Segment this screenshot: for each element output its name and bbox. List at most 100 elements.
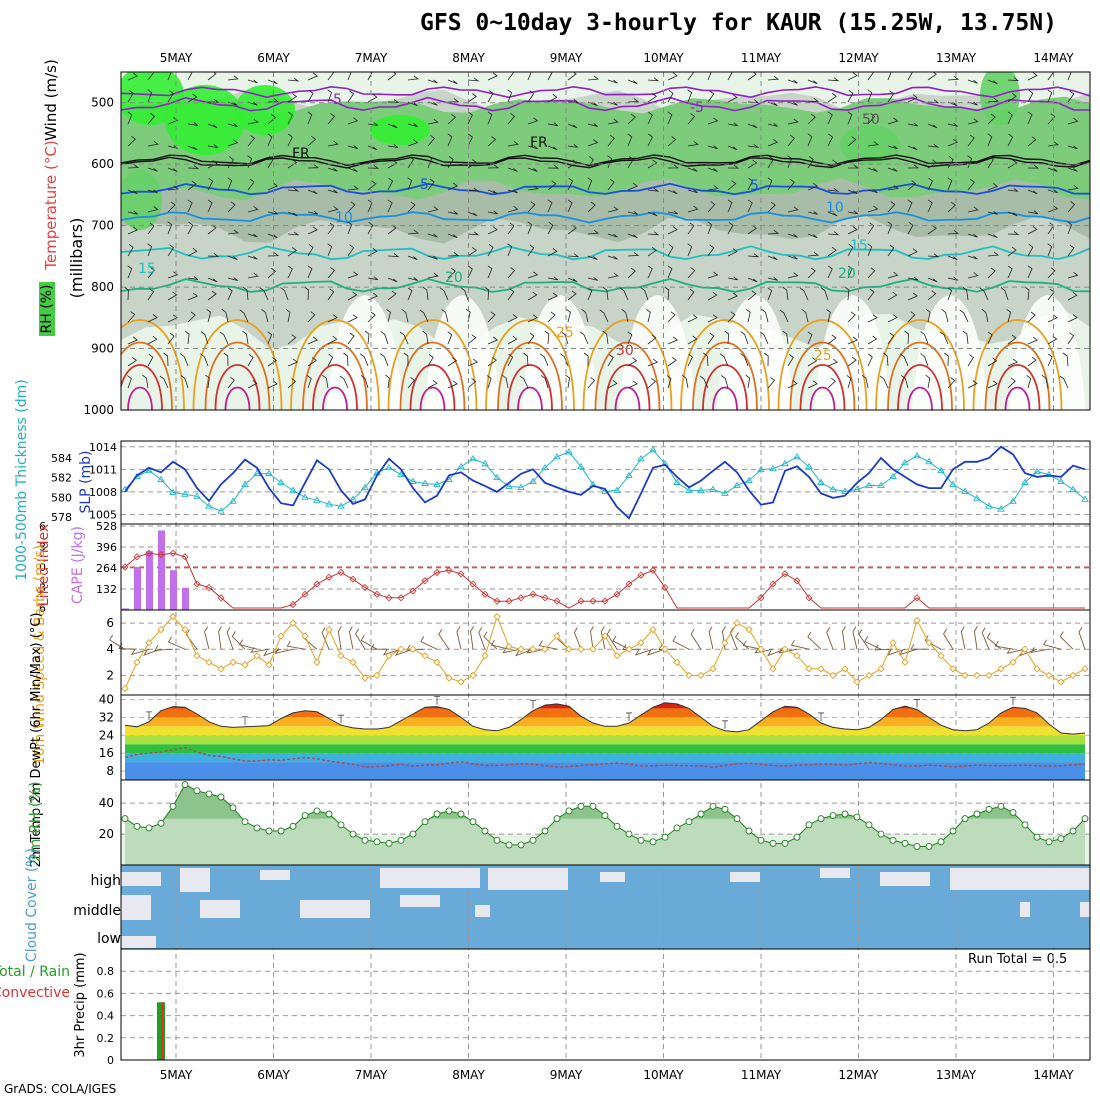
wind-speed-point: [949, 665, 957, 673]
wind-barb-10m: [1059, 631, 1074, 650]
wind-barb: [387, 290, 397, 301]
wind-barb-10m: [606, 628, 618, 650]
cloud-clear-patch: [180, 868, 210, 892]
wind-barb: [507, 72, 515, 81]
wind-barb: [1024, 286, 1030, 301]
wind-barb: [419, 309, 429, 323]
wind-barb: [1067, 271, 1079, 279]
wind-barb: [1047, 353, 1053, 367]
wind-barb: [607, 233, 618, 238]
thickness-point: [421, 479, 429, 486]
rh-point: [193, 787, 201, 795]
wind-barb: [427, 272, 439, 279]
wind-barb: [207, 290, 217, 301]
wind-barb-10m: [154, 645, 174, 651]
wind-barb: [347, 145, 358, 149]
wind-barb-10m: [634, 648, 654, 656]
wind-barb: [767, 255, 778, 261]
wind-barb: [887, 201, 896, 213]
wind-barb: [1067, 167, 1078, 172]
wind-barb: [707, 90, 715, 103]
wind-barb: [767, 138, 779, 147]
wind-barb-10m: [767, 648, 786, 657]
wind-barb: [247, 233, 258, 238]
wind-barb: [667, 89, 674, 103]
cloud-clear-patch: [730, 872, 760, 882]
thickness-point: [241, 480, 249, 487]
wind-barb: [1007, 246, 1017, 257]
wind-barb: [607, 354, 614, 367]
wind-barb: [827, 111, 833, 125]
wind-barb: [627, 210, 638, 215]
temp-band: [125, 708, 1085, 718]
thickness-point: [649, 446, 657, 453]
li-tick-label: 3: [39, 582, 46, 595]
wind-barb: [761, 308, 769, 323]
wind-barb: [664, 286, 670, 301]
wind-barb: [347, 271, 359, 279]
wind-barb: [967, 255, 978, 260]
wind-barb: [947, 287, 953, 301]
wind-barb: [187, 145, 198, 151]
rh-point: [961, 815, 969, 823]
wind-barb: [727, 72, 733, 81]
wind-barb: [147, 112, 155, 125]
wind-barb: [1027, 136, 1037, 147]
wind-barb: [287, 378, 297, 389]
wind-barb: [707, 145, 718, 150]
wind-barb: [447, 79, 458, 85]
wind-barb: [447, 133, 453, 147]
wind-barb: [767, 276, 778, 281]
wind-barb: [187, 276, 199, 280]
li-axis-label: Lifted Index: [36, 524, 52, 606]
wind-barb: [267, 233, 278, 239]
wind-barb: [807, 357, 818, 367]
wind-barb: [827, 377, 836, 389]
wind-barb-10m: [729, 627, 738, 650]
wind-barb: [787, 134, 795, 147]
thickness-tick-label: 580: [51, 491, 72, 504]
thickness-point: [433, 480, 441, 487]
wind-barb: [527, 244, 535, 257]
rh-point: [841, 810, 849, 818]
wind-barb: [1007, 188, 1019, 192]
wind-barb: [187, 165, 200, 169]
wind-barb: [327, 288, 335, 301]
wind-speed-point: [973, 671, 981, 680]
wind-speed-point: [289, 619, 297, 627]
wind-barb: [587, 75, 600, 81]
wind-barb: [927, 177, 934, 191]
wind-speed-point: [565, 645, 573, 653]
rh-point: [937, 838, 945, 846]
wind-barb-10m: [250, 647, 270, 653]
wind-barb: [727, 145, 738, 151]
wind-barb: [907, 292, 918, 301]
wind-barb: [827, 334, 837, 345]
rh-point: [769, 839, 777, 847]
lifted-index-point: [481, 590, 489, 598]
thickness-point: [889, 472, 897, 480]
wind-barb: [180, 375, 189, 389]
rh-point: [949, 827, 957, 835]
cape-bar: [158, 530, 165, 610]
x-tick-label-top: 11MAY: [741, 51, 782, 65]
wind-barb: [307, 72, 318, 81]
warm-contour: [121, 319, 185, 410]
wind-barb: [987, 357, 998, 367]
wind-barb: [887, 291, 898, 301]
wind-barb: [587, 229, 600, 235]
wind-barb: [207, 159, 218, 169]
wind-barb: [987, 133, 993, 147]
rh-point: [985, 805, 993, 813]
wind-barb: [861, 374, 869, 389]
wind-barb: [947, 201, 956, 213]
wind-barb: [687, 167, 698, 172]
wind-speed-point: [229, 658, 237, 666]
rh-point: [445, 807, 453, 815]
wind-barb: [846, 375, 852, 389]
wind-barb: [507, 288, 515, 301]
wind-barb: [847, 111, 853, 125]
wind-barb: [307, 311, 316, 323]
wind-barb: [380, 353, 389, 367]
wind-barb: [487, 72, 498, 81]
